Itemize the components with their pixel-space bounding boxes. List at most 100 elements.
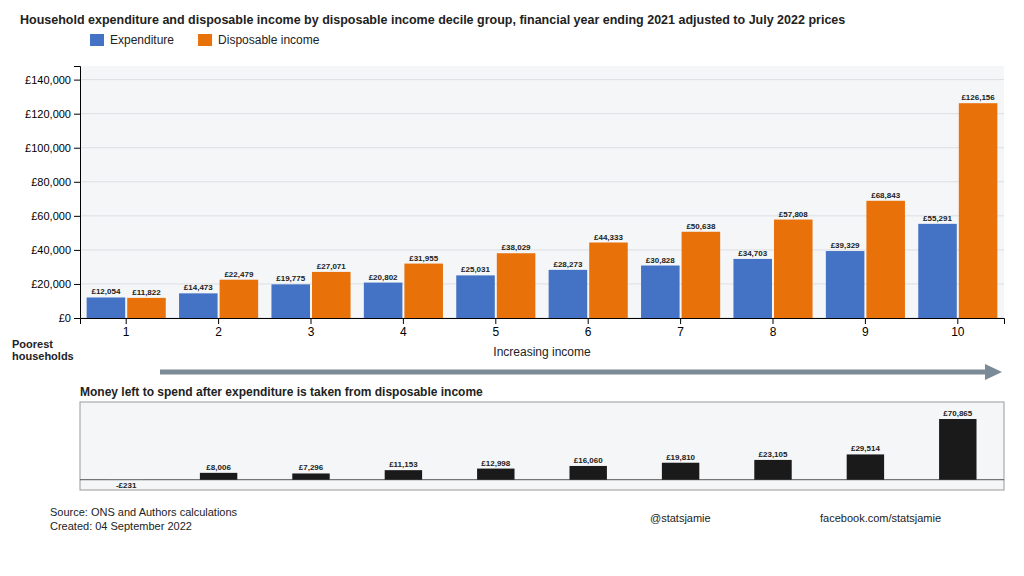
x-tick-mark bbox=[773, 318, 774, 324]
annotation-line: Poorest bbox=[12, 338, 53, 350]
bar bbox=[682, 232, 721, 318]
x-tick-label: 4 bbox=[400, 325, 407, 339]
data-label: £27,071 bbox=[317, 262, 346, 271]
data-label: £31,955 bbox=[409, 254, 438, 263]
x-tick: 2 bbox=[215, 318, 222, 339]
legend-swatch bbox=[198, 34, 212, 46]
y-tick-label: £120,000 bbox=[25, 108, 71, 120]
grid-line bbox=[80, 181, 1004, 182]
legend-swatch bbox=[90, 34, 104, 46]
footer-source-line: Source: ONS and Authors calculations bbox=[50, 506, 238, 518]
bar bbox=[939, 419, 976, 480]
bar bbox=[959, 103, 998, 318]
x-tick-label: 2 bbox=[215, 325, 222, 339]
legend: Expenditure Disposable income bbox=[90, 33, 320, 47]
data-label: £12,054 bbox=[91, 287, 120, 296]
arrow-shaft bbox=[160, 370, 985, 375]
bar bbox=[733, 259, 772, 318]
bar bbox=[87, 297, 126, 318]
y-tick-mark bbox=[74, 318, 80, 319]
data-label: £11,153 bbox=[389, 460, 418, 469]
data-label: £19,810 bbox=[666, 453, 695, 462]
annotation-line: households bbox=[12, 350, 74, 362]
data-label: £7,296 bbox=[299, 463, 324, 472]
y-tick-label: £40,000 bbox=[31, 244, 71, 256]
x-tick: 8 bbox=[770, 318, 777, 339]
bar bbox=[127, 298, 166, 318]
bar bbox=[200, 473, 237, 480]
data-label: -£231 bbox=[116, 481, 137, 490]
data-label: £44,333 bbox=[594, 233, 623, 242]
data-label: £50,638 bbox=[686, 222, 715, 231]
x-tick-mark bbox=[957, 318, 958, 324]
bar bbox=[774, 220, 813, 318]
x-tick: 5 bbox=[492, 318, 499, 339]
y-tick: £100,000 bbox=[25, 142, 80, 154]
x-tick: 3 bbox=[308, 318, 315, 339]
bar bbox=[497, 253, 536, 318]
legend-label: Disposable income bbox=[218, 33, 320, 47]
x-tick-mark bbox=[311, 318, 312, 324]
data-labels: £12,054£14,473£19,775£20,802£25,031£28,2… bbox=[91, 93, 995, 297]
x-tick: 9 bbox=[862, 318, 869, 339]
y-tick-label: £80,000 bbox=[31, 176, 71, 188]
legend-label: Expenditure bbox=[110, 33, 174, 47]
footer-handle-line: @statsjamie bbox=[650, 512, 711, 524]
data-label: £16,060 bbox=[574, 456, 603, 465]
y-tick-mark bbox=[74, 114, 80, 115]
data-label: £25,031 bbox=[461, 265, 490, 274]
y-tick: £80,000 bbox=[31, 176, 80, 188]
bar bbox=[404, 264, 443, 318]
x-tick-mark bbox=[588, 318, 589, 324]
legend-item: Expenditure bbox=[90, 33, 174, 47]
arrow-head bbox=[985, 364, 1002, 380]
x-tick-label: 5 bbox=[492, 325, 499, 339]
data-labels: -£231£8,006£7,296£11,153£12,998£16,060£1… bbox=[116, 409, 973, 490]
data-label: £23,105 bbox=[759, 450, 788, 459]
y-tick: £60,000 bbox=[31, 210, 80, 222]
grid-line bbox=[80, 147, 1004, 148]
x-tick-label: 3 bbox=[308, 325, 315, 339]
footer-source-line: Created: 04 September 2022 bbox=[50, 520, 192, 532]
y-tick: £40,000 bbox=[31, 244, 80, 256]
x-tick-label: 8 bbox=[770, 325, 777, 339]
bar bbox=[271, 284, 310, 318]
grid-line bbox=[80, 283, 1004, 284]
y-axis-line bbox=[74, 67, 81, 319]
bar bbox=[589, 243, 628, 318]
bar bbox=[847, 454, 884, 479]
x-tick-label: 7 bbox=[677, 325, 684, 339]
data-label: £12,998 bbox=[481, 459, 510, 468]
y-tick-mark bbox=[74, 284, 80, 285]
bar bbox=[220, 280, 259, 318]
x-axis-label: Increasing income bbox=[493, 345, 591, 359]
data-label: £29,514 bbox=[851, 444, 880, 453]
data-label: £126,156 bbox=[961, 93, 995, 102]
y-tick-mark bbox=[74, 148, 80, 149]
y-tick: £20,000 bbox=[31, 278, 80, 290]
data-label: £30,828 bbox=[646, 256, 675, 265]
y-tick-mark bbox=[74, 182, 80, 183]
chart-title-line: Household expenditure and disposable inc… bbox=[20, 13, 845, 27]
data-label: £55,291 bbox=[923, 214, 952, 223]
bar bbox=[918, 224, 957, 318]
bar bbox=[385, 470, 422, 480]
bar bbox=[569, 466, 606, 480]
data-label: £20,802 bbox=[369, 273, 398, 282]
bar bbox=[312, 272, 351, 318]
grid-line bbox=[80, 79, 1004, 80]
y-tick-label: £0 bbox=[59, 312, 71, 324]
x-tick-mark bbox=[865, 318, 866, 324]
arrow bbox=[160, 364, 1002, 380]
data-label: £70,865 bbox=[943, 409, 972, 418]
footer-source: Source: ONS and Authors calculations Crea… bbox=[50, 506, 238, 532]
data-label: £38,029 bbox=[502, 243, 531, 252]
x-tick: 7 bbox=[677, 318, 684, 339]
grid-line bbox=[80, 215, 1004, 216]
x-tick-mark bbox=[495, 318, 496, 324]
footer-handle: facebook.com/statsjamie bbox=[820, 512, 941, 524]
x-tick: 10 bbox=[951, 318, 965, 339]
x-tick: 1 bbox=[123, 318, 130, 339]
y-tick-mark bbox=[74, 250, 80, 251]
bar bbox=[754, 460, 791, 480]
